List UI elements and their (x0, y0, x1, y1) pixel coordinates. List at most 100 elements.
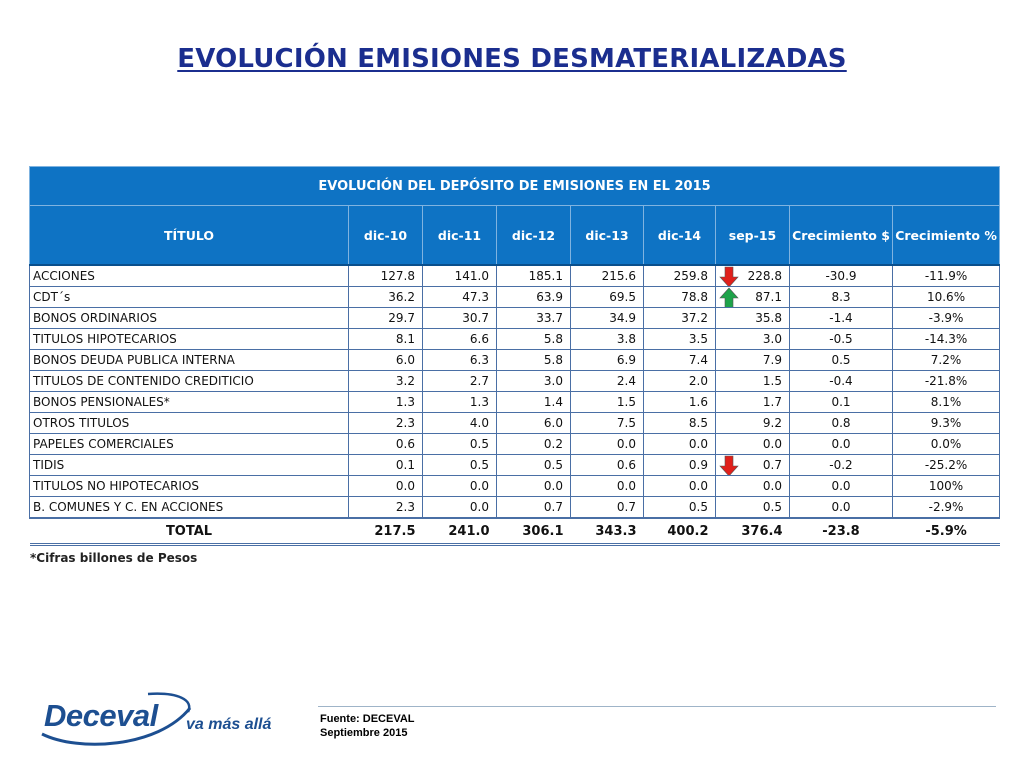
row-growth-abs: -0.4 (789, 370, 893, 392)
row-growth-abs: 0.1 (789, 391, 893, 413)
row-value-text: 0.0 (762, 479, 782, 493)
arrow-down-icon (719, 455, 739, 475)
column-header-crecimiento-abs: Crecimiento $ (789, 205, 893, 266)
row-value: 47.3 (422, 286, 497, 308)
total-row: TOTAL 217.5 241.0 306.1 343.3 400.2 376.… (29, 517, 1000, 546)
logo-name: Deceval (44, 698, 158, 733)
row-value-text: 2.3 (395, 500, 415, 514)
row-title: CDT´s (29, 286, 349, 308)
row-value: 3.0 (715, 328, 790, 350)
row-value: 0.7 (715, 454, 790, 476)
column-header-dic-14: dic-14 (643, 205, 716, 266)
table-caption: EVOLUCIÓN DEL DEPÓSITO DE EMISIONES EN E… (28, 166, 1001, 206)
row-title: TITULOS HIPOTECARIOS (29, 328, 349, 350)
row-value-text: 215.6 (601, 269, 636, 283)
row-value-text: 6.0 (543, 416, 563, 430)
row-value: 0.0 (643, 475, 716, 497)
row-value-text: 36.2 (388, 290, 415, 304)
row-growth-abs: 0.8 (789, 412, 893, 434)
row-value-text: 2.0 (688, 374, 708, 388)
row-title: PAPELES COMERCIALES (29, 433, 349, 455)
row-value: 0.0 (570, 433, 644, 455)
row-value: 1.3 (348, 391, 423, 413)
row-value: 33.7 (496, 307, 571, 329)
row-value-text: 5.8 (543, 332, 563, 346)
row-value-text: 1.3 (469, 395, 489, 409)
row-value: 6.0 (348, 349, 423, 371)
row-value-text: 37.2 (681, 311, 708, 325)
table-row: ACCIONES 127.8 141.0 185.1 215.6 259.8 228.8 -3… (29, 264, 1001, 287)
row-value-text: 0.5 (469, 458, 489, 472)
row-value-text: 0.7 (762, 458, 782, 472)
row-growth-pct: 7.2% (891, 349, 1001, 371)
row-value: 6.3 (422, 349, 497, 371)
row-value: 0.5 (422, 433, 497, 455)
row-value: 3.5 (643, 328, 716, 350)
row-value: 6.9 (570, 349, 644, 371)
row-growth-abs: -1.4 (789, 307, 893, 329)
row-value-text: 1.3 (395, 395, 415, 409)
row-value: 37.2 (643, 307, 716, 329)
row-title: ACCIONES (29, 264, 349, 287)
row-value-text: 0.6 (395, 437, 415, 451)
row-value-text: 78.8 (681, 290, 708, 304)
column-header-dic-11: dic-11 (422, 205, 497, 266)
row-value-text: 0.0 (543, 479, 563, 493)
row-value-text: 69.5 (609, 290, 636, 304)
row-value: 2.3 (348, 496, 423, 519)
table-row: TITULOS NO HIPOTECARIOS 0.0 0.0 0.0 0.0 0.0 0.… (29, 475, 1001, 497)
row-value-text: 30.7 (462, 311, 489, 325)
row-value: 78.8 (643, 286, 716, 308)
row-value-text: 0.0 (688, 437, 708, 451)
row-growth-pct: -11.9% (891, 264, 1001, 287)
row-value-text: 8.1 (395, 332, 415, 346)
column-header-dic-10: dic-10 (348, 205, 423, 266)
row-value: 29.7 (348, 307, 423, 329)
source-line: Fuente: DECEVAL (320, 713, 415, 725)
row-value-text: 0.0 (469, 479, 489, 493)
row-value: 3.2 (348, 370, 423, 392)
row-growth-pct: -21.8% (891, 370, 1001, 392)
row-value: 0.5 (496, 454, 571, 476)
row-value-text: 47.3 (462, 290, 489, 304)
total-value: 306.1 (496, 517, 571, 546)
table-body: ACCIONES 127.8 141.0 185.1 215.6 259.8 228.8 -3… (29, 264, 1001, 519)
total-value: 376.4 (715, 517, 790, 546)
row-value-text: 0.1 (395, 458, 415, 472)
row-value-text: 0.0 (616, 437, 636, 451)
row-value: 0.5 (643, 496, 716, 519)
row-value-text: 63.9 (536, 290, 563, 304)
row-value: 0.0 (570, 475, 644, 497)
row-value: 9.2 (715, 412, 790, 434)
row-value: 4.0 (422, 412, 497, 434)
row-value-text: 7.4 (688, 353, 708, 367)
row-value: 2.4 (570, 370, 644, 392)
row-value-text: 3.5 (688, 332, 708, 346)
footnote: *Cifras billones de Pesos (30, 551, 198, 565)
row-value: 127.8 (348, 264, 423, 287)
row-value: 0.0 (422, 475, 497, 497)
column-header-titulo: TÍTULO (29, 205, 349, 266)
row-value-text: 2.3 (395, 416, 415, 430)
row-value: 5.8 (496, 349, 571, 371)
row-growth-pct: 0.0% (891, 433, 1001, 455)
table-header-row: TÍTULO dic-10 dic-11 dic-12 dic-13 dic-1… (29, 205, 1001, 266)
row-growth-pct: -3.9% (891, 307, 1001, 329)
row-value-text: 9.2 (762, 416, 782, 430)
logo-swoosh-icon (41, 692, 192, 746)
logo-tagline: va más allá (186, 716, 272, 733)
row-value-text: 1.7 (762, 395, 782, 409)
row-value: 69.5 (570, 286, 644, 308)
row-value: 35.8 (715, 307, 790, 329)
row-value: 5.8 (496, 328, 571, 350)
row-value: 36.2 (348, 286, 423, 308)
column-header-sep-15: sep-15 (715, 205, 790, 266)
row-value-text: 4.0 (469, 416, 489, 430)
row-value: 0.5 (715, 496, 790, 519)
total-label: TOTAL (29, 517, 349, 546)
row-value: 0.6 (348, 433, 423, 455)
row-title: B. COMUNES Y C. EN ACCIONES (29, 496, 349, 519)
row-value-text: 0.0 (469, 500, 489, 514)
row-value-text: 0.5 (469, 437, 489, 451)
row-growth-abs: -30.9 (789, 264, 893, 287)
